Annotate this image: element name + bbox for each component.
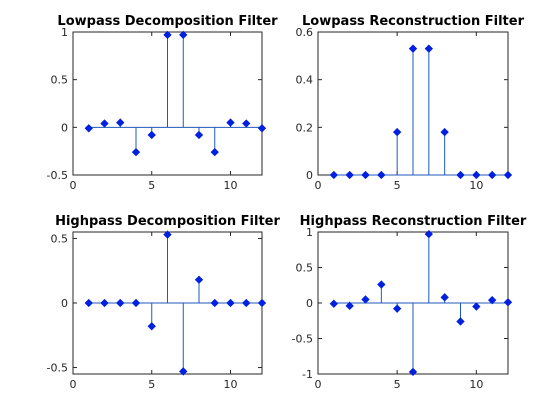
stem-marker: [100, 119, 109, 128]
stem-marker: [440, 293, 449, 302]
stem-marker: [472, 170, 481, 180]
stem-marker: [424, 44, 433, 53]
stem-marker: [194, 275, 204, 284]
stem-marker: [345, 170, 354, 180]
stem-marker: [179, 367, 188, 376]
stem-marker: [377, 280, 386, 289]
stem-marker: [226, 298, 235, 308]
y-tick-label: 0.5: [51, 232, 69, 245]
stem-marker: [116, 118, 125, 127]
stem-marker: [329, 170, 338, 180]
y-tick-label: 0.5: [296, 262, 314, 275]
y-tick-label: 0.4: [296, 74, 314, 87]
y-tick-label: 0.6: [296, 26, 314, 39]
chart-title: Highpass Reconstruction Filter: [300, 214, 527, 229]
stem-marker: [503, 170, 513, 180]
x-tick-label: 10: [469, 179, 483, 192]
stem-marker: [242, 298, 251, 308]
x-tick-label: 5: [394, 179, 401, 192]
stem-marker: [361, 170, 370, 180]
y-tick-label: 0.2: [296, 121, 314, 134]
x-tick-label: 10: [224, 378, 238, 391]
x-tick-label: 0: [315, 378, 322, 391]
x-tick-label: 5: [394, 378, 401, 391]
stem-marker: [179, 30, 188, 40]
stem-marker: [147, 322, 156, 331]
stem-marker: [242, 119, 251, 128]
stem-marker: [393, 127, 402, 137]
y-tick-label: -0.5: [47, 362, 68, 375]
y-tick-label: 1: [61, 26, 68, 39]
stem-marker: [131, 298, 141, 308]
y-tick-label: 0: [306, 169, 313, 182]
stem-marker: [194, 130, 204, 140]
y-tick-label: 0.5: [51, 74, 69, 87]
stem-marker: [408, 44, 418, 53]
chart-title: Lowpass Decomposition Filter: [57, 14, 278, 29]
stem-marker: [456, 317, 465, 326]
chart-title: Highpass Decomposition Filter: [55, 214, 280, 229]
stem-marker: [472, 302, 481, 311]
stem-marker: [116, 298, 125, 308]
stem-marker: [377, 170, 386, 180]
y-tick-label: -1: [302, 368, 313, 381]
stem-marker: [147, 130, 156, 140]
stem-marker: [329, 299, 338, 308]
y-tick-label: 0: [306, 297, 313, 310]
x-tick-label: 5: [148, 378, 155, 391]
stem-marker: [210, 298, 219, 308]
stem-marker: [257, 298, 267, 308]
stem-marker: [131, 147, 141, 157]
stem-marker: [84, 124, 93, 133]
stem-marker: [84, 298, 93, 308]
y-tick-label: -0.5: [292, 333, 313, 346]
y-tick-label: 0: [61, 121, 68, 134]
x-tick-label: 0: [70, 179, 77, 192]
y-tick-label: 0: [61, 297, 68, 310]
stem-marker: [456, 170, 465, 180]
stem-marker: [503, 298, 513, 307]
x-tick-label: 10: [469, 378, 483, 391]
y-tick-label: -0.5: [47, 169, 68, 182]
x-tick-label: 0: [70, 378, 77, 391]
stem-marker: [424, 229, 433, 239]
stem-marker: [163, 230, 172, 239]
stem-marker: [361, 295, 370, 304]
stem-marker: [257, 124, 267, 133]
stem-marker: [345, 301, 354, 311]
y-tick-label: 1: [306, 226, 313, 239]
x-tick-label: 5: [148, 179, 155, 192]
x-tick-label: 10: [224, 179, 238, 192]
stem-marker: [440, 127, 449, 137]
stem-marker: [210, 147, 219, 157]
stem-marker: [100, 298, 109, 308]
stem-marker: [163, 30, 172, 40]
subplot-lowpass-reconstruction: Lowpass Reconstruction Filter 0 5 10 0 0.2 0.4…: [296, 14, 525, 192]
stem-marker: [393, 304, 402, 313]
stem-marker: [488, 170, 497, 180]
stem-marker: [408, 367, 418, 377]
chart-title: Lowpass Reconstruction Filter: [302, 14, 525, 29]
stem-marker: [226, 118, 235, 127]
x-tick-label: 0: [315, 179, 322, 192]
stem-marker: [488, 295, 497, 305]
